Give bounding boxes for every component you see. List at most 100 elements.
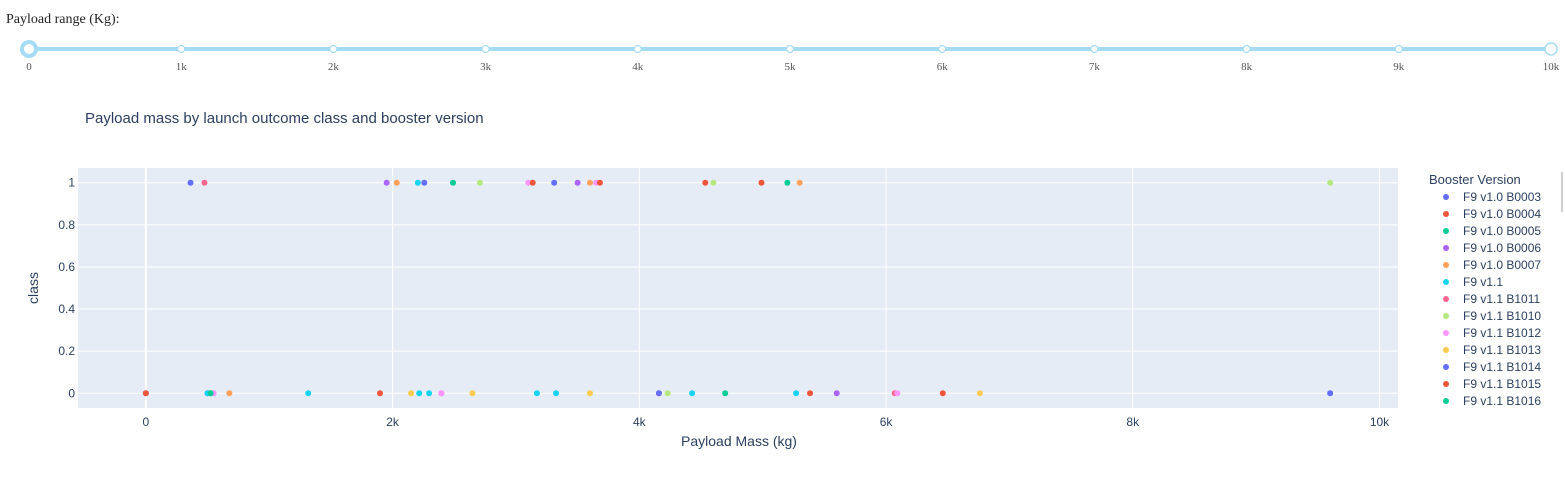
legend-item[interactable]: F9 v1.0 B0007 bbox=[1463, 258, 1541, 272]
legend-item[interactable]: F9 v1.1 B1012 bbox=[1463, 326, 1541, 340]
data-point[interactable] bbox=[393, 179, 400, 186]
data-point[interactable] bbox=[551, 179, 558, 186]
slider-tick-label: 4k bbox=[632, 61, 644, 73]
y-tick-label: 0.2 bbox=[58, 344, 75, 358]
slider-tick-label: 5k bbox=[785, 61, 797, 73]
data-point[interactable] bbox=[421, 179, 428, 186]
data-point[interactable] bbox=[586, 179, 593, 186]
data-point[interactable] bbox=[1327, 179, 1334, 186]
data-point[interactable] bbox=[807, 390, 814, 397]
data-point[interactable] bbox=[833, 390, 840, 397]
legend-marker bbox=[1443, 398, 1449, 404]
payload-range-label: Payload range (Kg): bbox=[6, 12, 120, 27]
slider-tick-label: 8k bbox=[1241, 61, 1253, 73]
data-point[interactable] bbox=[207, 390, 214, 397]
slider-tick-label: 3k bbox=[480, 61, 492, 73]
data-point[interactable] bbox=[383, 179, 390, 186]
data-point[interactable] bbox=[142, 390, 149, 397]
legend-item[interactable]: F9 v1.1 B1011 bbox=[1463, 292, 1540, 306]
grid-lines bbox=[78, 168, 1398, 408]
data-point[interactable] bbox=[655, 390, 662, 397]
data-point[interactable] bbox=[305, 390, 312, 397]
data-point[interactable] bbox=[553, 390, 560, 397]
data-point[interactable] bbox=[689, 390, 696, 397]
legend-item[interactable]: F9 v1.1 B1010 bbox=[1463, 309, 1541, 323]
data-point[interactable] bbox=[187, 179, 194, 186]
legend-item[interactable]: F9 v1.0 B0006 bbox=[1463, 241, 1541, 255]
y-tick-label: 1 bbox=[68, 176, 75, 190]
slider-tick-label: 1k bbox=[176, 61, 188, 73]
data-point[interactable] bbox=[939, 390, 946, 397]
slider-tick-label: 9k bbox=[1393, 61, 1405, 73]
data-point[interactable] bbox=[976, 390, 983, 397]
legend-item[interactable]: F9 v1.0 B0003 bbox=[1463, 190, 1541, 204]
legend-marker bbox=[1443, 245, 1449, 251]
y-tick-label: 0.4 bbox=[58, 302, 75, 316]
x-tick-label: 0 bbox=[143, 415, 150, 429]
slider-tick-mark bbox=[633, 44, 642, 54]
legend-item[interactable]: F9 v1.1 B1015 bbox=[1463, 377, 1541, 391]
data-point[interactable] bbox=[793, 390, 800, 397]
data-point[interactable] bbox=[529, 179, 536, 186]
chart-title: Payload mass by launch outcome class and… bbox=[85, 110, 484, 127]
legend-item[interactable]: F9 v1.1 B1016 bbox=[1463, 394, 1541, 408]
slider-handle-max[interactable] bbox=[1544, 42, 1558, 56]
y-tick-label: 0 bbox=[68, 386, 75, 400]
legend[interactable]: Booster Version F9 v1.0 B0003 F9 v1.0 B00… bbox=[1429, 172, 1541, 408]
slider-tick-mark bbox=[481, 44, 490, 54]
data-point[interactable] bbox=[574, 179, 581, 186]
legend-marker bbox=[1443, 228, 1449, 234]
data-point[interactable] bbox=[469, 390, 476, 397]
data-point[interactable] bbox=[416, 390, 423, 397]
legend-marker bbox=[1443, 262, 1449, 268]
data-point[interactable] bbox=[201, 179, 208, 186]
data-point[interactable] bbox=[1327, 390, 1334, 397]
data-point[interactable] bbox=[450, 179, 457, 186]
legend-item[interactable]: F9 v1.1 bbox=[1463, 275, 1503, 289]
data-point[interactable] bbox=[664, 390, 671, 397]
slider-tick-label: 7k bbox=[1089, 61, 1101, 73]
x-tick-label: 8k bbox=[1126, 415, 1140, 429]
legend-item[interactable]: F9 v1.1 B1014 bbox=[1463, 360, 1541, 374]
data-point[interactable] bbox=[796, 179, 803, 186]
data-point[interactable] bbox=[710, 179, 717, 186]
slider-tick-mark bbox=[938, 44, 947, 54]
data-point[interactable] bbox=[702, 179, 709, 186]
legend-item[interactable]: F9 v1.0 B0005 bbox=[1463, 224, 1541, 238]
data-point[interactable] bbox=[426, 390, 433, 397]
data-point[interactable] bbox=[476, 179, 483, 186]
data-point[interactable] bbox=[596, 179, 603, 186]
legend-marker bbox=[1443, 347, 1449, 353]
legend-scrollbar[interactable] bbox=[1561, 172, 1563, 212]
data-points bbox=[142, 179, 1334, 397]
data-point[interactable] bbox=[376, 390, 383, 397]
data-point[interactable] bbox=[758, 179, 765, 186]
data-point[interactable] bbox=[784, 179, 791, 186]
data-point[interactable] bbox=[586, 390, 593, 397]
plot-area bbox=[78, 168, 1398, 408]
legend-item[interactable]: F9 v1.1 B1013 bbox=[1463, 343, 1541, 357]
data-point[interactable] bbox=[533, 390, 540, 397]
slider-tick-mark bbox=[785, 44, 795, 54]
legend-marker bbox=[1443, 364, 1449, 370]
data-point[interactable] bbox=[408, 390, 415, 397]
slider-tick-mark bbox=[177, 44, 186, 54]
y-tick-label: 0.6 bbox=[58, 260, 75, 274]
legend-marker bbox=[1443, 194, 1449, 200]
slider-handle-min[interactable] bbox=[20, 40, 38, 58]
slider-tick-label: 10k bbox=[1543, 61, 1560, 73]
legend-marker bbox=[1443, 211, 1449, 217]
data-point[interactable] bbox=[414, 179, 421, 186]
x-tick-label: 2k bbox=[386, 415, 400, 429]
data-point[interactable] bbox=[722, 390, 729, 397]
legend-title: Booster Version bbox=[1429, 172, 1521, 187]
data-point[interactable] bbox=[894, 390, 901, 397]
data-point[interactable] bbox=[525, 179, 532, 186]
payload-range-slider[interactable]: 0 1k 2k 3k 4k 5k 6k 7k 8k 9k 10k bbox=[0, 30, 1565, 78]
legend-item[interactable]: F9 v1.0 B0004 bbox=[1463, 207, 1541, 221]
x-tick-label: 10k bbox=[1370, 415, 1390, 429]
data-point[interactable] bbox=[226, 390, 233, 397]
legend-marker bbox=[1443, 296, 1449, 302]
slider-tick-label: 6k bbox=[937, 61, 949, 73]
data-point[interactable] bbox=[438, 390, 445, 397]
